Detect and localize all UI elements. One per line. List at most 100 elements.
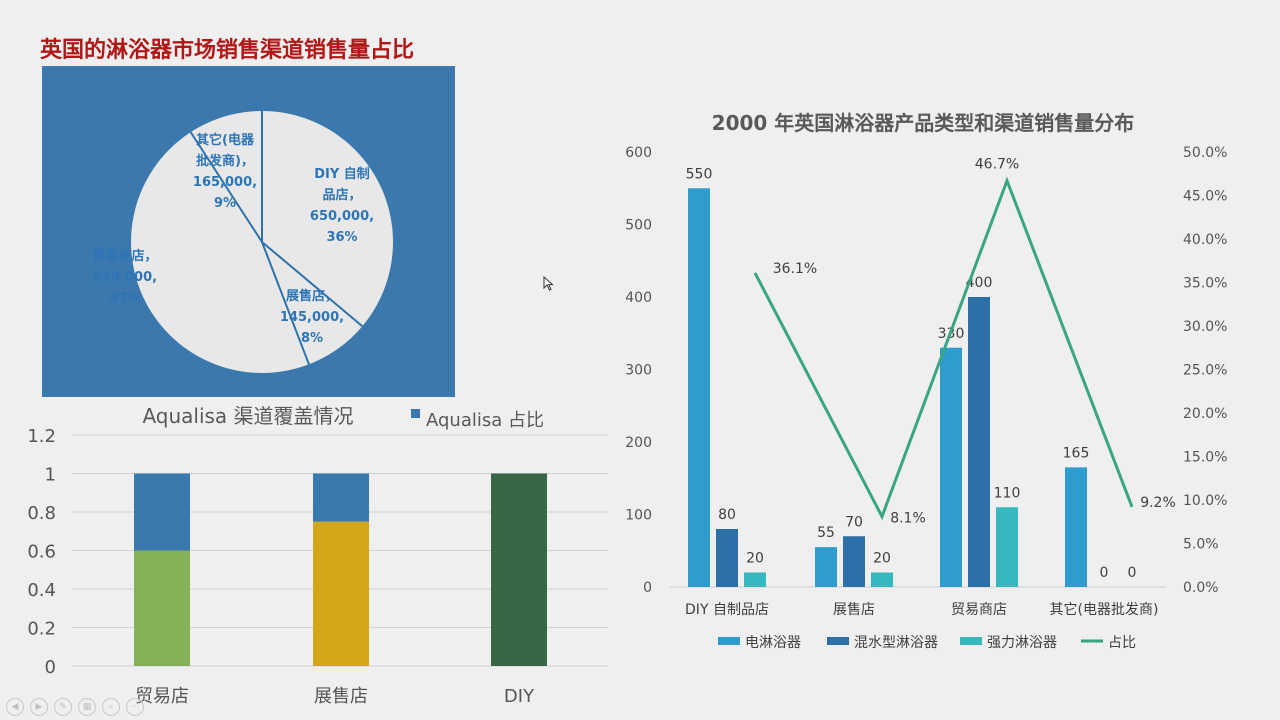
- bar-x-tick-label: DIY: [504, 686, 535, 707]
- combo-bar-data-label: 80: [718, 507, 736, 523]
- combo-legend-swatch: [960, 637, 982, 645]
- combo-y-tick-label: 100: [625, 508, 652, 524]
- pie-slice-boundary: [189, 131, 263, 243]
- combo-bar: [940, 347, 962, 587]
- pie-data-label-line: 9%: [214, 196, 236, 211]
- bar-y-tick-label: 1.2: [27, 426, 56, 447]
- combo-legend-swatch: [718, 637, 740, 645]
- combo-bar-data-label: 550: [686, 166, 713, 182]
- pie-data-label-line: 品店，: [322, 187, 361, 203]
- combo-bar-data-label: 165: [1063, 445, 1090, 461]
- combo-bar-data-label: 20: [746, 551, 764, 567]
- combo-y-tick-label: 400: [625, 290, 652, 306]
- combo-y2-tick-label: 40.0%: [1183, 232, 1227, 248]
- bar-y-tick-label: 0.2: [27, 619, 56, 640]
- pie-data-label-line: 贸易商店，: [92, 248, 157, 264]
- combo-y2-tick-label: 45.0%: [1183, 189, 1227, 205]
- combo-line-data-label: 36.1%: [773, 261, 817, 277]
- bar-legend-label: Aqualisa 占比: [426, 410, 544, 431]
- combo-line-data-label: 9.2%: [1140, 495, 1176, 511]
- pen-icon[interactable]: ✎: [54, 698, 72, 716]
- pie-data-label-line: 其它(电器: [196, 132, 255, 148]
- pie-data-label-line: 展售店，: [286, 288, 338, 304]
- bar-segment-aqualisa: [134, 473, 190, 551]
- pie-data-label-line: 批发商)，: [196, 153, 254, 169]
- combo-bar: [1065, 467, 1087, 587]
- pie-chart-title: 英国的淋浴器市场销售渠道销售量占比: [40, 38, 415, 63]
- bar-segment-aqualisa: [313, 473, 369, 522]
- combo-bar: [716, 529, 738, 587]
- combo-y-tick-label: 300: [625, 363, 652, 379]
- pie-data-label-line: 165,000,: [193, 175, 257, 190]
- combo-bar: [968, 297, 990, 587]
- combo-line-data-label: 46.7%: [975, 157, 1019, 173]
- combo-bar: [688, 188, 710, 587]
- pie-data-label: 其它(电器批发商)， 165,000, 9%: [193, 132, 257, 211]
- combo-legend-label: 电淋浴器: [745, 635, 801, 651]
- pie-data-label-line: 650,000,: [310, 209, 374, 224]
- combo-y2-tick-label: 20.0%: [1183, 406, 1227, 422]
- combo-y2-tick-label: 25.0%: [1183, 363, 1227, 379]
- pie-chart: DIY 自制品店， 650,000, 36% 展售店， 145,000, 8% 贸易商店， 8…: [92, 111, 393, 373]
- bar-segment-base: [491, 473, 547, 666]
- bar-y-tick-label: 0.8: [27, 503, 56, 524]
- combo-y2-tick-label: 10.0%: [1183, 493, 1227, 509]
- pie-slice-boundary: [261, 241, 363, 327]
- bar-x-tick-label: 展售店: [314, 686, 368, 707]
- combo-bar: [744, 572, 766, 587]
- combo-legend-label: 占比: [1108, 635, 1136, 651]
- slides-icon[interactable]: ▦: [78, 698, 96, 716]
- pie-data-label: 贸易商店， 840,000, 47%: [92, 248, 157, 306]
- stacked-bar-chart: 0 0.2 0.4 0.6 0.8 1 1.2 Aqualisa 渠道覆盖情况 Aqualisa…: [27, 404, 608, 707]
- bar-segment-base: [313, 521, 369, 666]
- combo-bar: [996, 507, 1018, 587]
- previous-icon[interactable]: ◀: [6, 698, 24, 716]
- combo-bar-data-label: 55: [817, 525, 835, 541]
- combo-y-tick-label: 200: [625, 435, 652, 451]
- combo-y-tick-label: 600: [625, 145, 652, 161]
- slide-controls: ◀ ▶ ✎ ▦ ⌕ ⋯: [6, 698, 144, 716]
- pie-data-label: 展售店， 145,000, 8%: [280, 288, 344, 346]
- pie-chart-panel: DIY 自制品店， 650,000, 36% 展售店， 145,000, 8% 贸易商店， 8…: [42, 66, 455, 397]
- bar-segment-base: [134, 550, 190, 666]
- combo-bar-data-label: 0: [1128, 565, 1137, 581]
- combo-bar-data-label: 70: [845, 514, 863, 530]
- combo-chart-title: 2000 年英国淋浴器产品类型和渠道销售量分布: [712, 111, 1135, 135]
- combo-y2-tick-label: 5.0%: [1183, 537, 1219, 553]
- combo-bar: [871, 572, 893, 587]
- pie-data-label-line: 145,000,: [280, 310, 344, 325]
- combo-bar: [815, 547, 837, 587]
- combo-bar-data-label: 400: [966, 275, 993, 291]
- next-icon[interactable]: ▶: [30, 698, 48, 716]
- combo-x-tick-label: DIY 自制品店: [685, 602, 769, 618]
- combo-y2-tick-label: 15.0%: [1183, 450, 1227, 466]
- combo-y2-tick-label: 35.0%: [1183, 276, 1227, 292]
- pie-data-label-line: 840,000,: [93, 270, 157, 285]
- bar-chart-title: Aqualisa 渠道覆盖情况: [142, 404, 353, 428]
- bar-y-tick-label: 0: [45, 657, 56, 678]
- combo-y-tick-label: 0: [643, 580, 652, 596]
- combo-bar-data-label: 110: [994, 485, 1021, 501]
- combo-legend-label: 强力淋浴器: [987, 635, 1057, 651]
- combo-y-tick-label: 500: [625, 218, 652, 234]
- pie-data-label-line: DIY 自制: [314, 166, 370, 182]
- bar-y-tick-label: 0.6: [27, 542, 56, 563]
- pie-data-label-line: 36%: [326, 230, 357, 245]
- more-icon[interactable]: ⋯: [126, 698, 144, 716]
- combo-legend-label: 混水型淋浴器: [854, 635, 938, 651]
- bar-y-tick-label: 1: [45, 465, 56, 486]
- pie-data-label-line: 47%: [109, 291, 140, 306]
- combo-y2-tick-label: 30.0%: [1183, 319, 1227, 335]
- bar-x-tick-label: 贸易店: [135, 686, 189, 707]
- combo-line-series: [753, 176, 1134, 521]
- mouse-cursor-icon: [543, 276, 554, 291]
- pie-data-label-line: 8%: [301, 331, 323, 346]
- combo-x-tick-label: 其它(电器批发商): [1050, 601, 1159, 618]
- combo-bar-data-label: 20: [873, 551, 891, 567]
- combo-x-tick-label: 展售店: [833, 602, 875, 618]
- combo-bar-data-label: 0: [1100, 565, 1109, 581]
- pie-slice-boundary: [261, 241, 310, 365]
- combo-legend-swatch: [827, 637, 849, 645]
- combo-x-tick-label: 贸易商店: [951, 602, 1007, 618]
- zoom-icon[interactable]: ⌕: [102, 698, 120, 716]
